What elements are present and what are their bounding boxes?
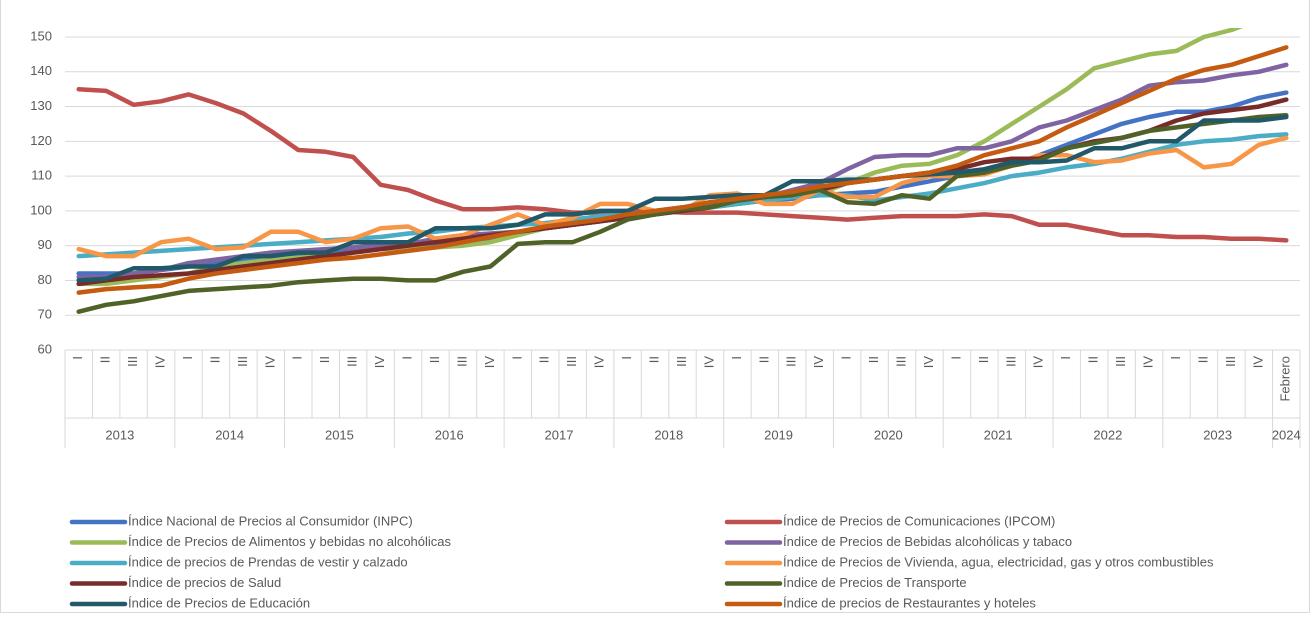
y-tick-label: 70 [38, 307, 52, 322]
legend-label: Índice de Precios de Bebidas alcohólicas… [783, 534, 1072, 549]
x-group-label: 2020 [874, 427, 903, 442]
x-tick-label: II [317, 356, 332, 363]
x-group-label: 2023 [1203, 427, 1232, 442]
x-tick-label: III [564, 356, 579, 367]
legend-label: Índice de precios de Salud [128, 575, 281, 590]
x-tick-label: II [866, 356, 881, 363]
y-tick-label: 90 [38, 237, 52, 252]
x-tick-label: I [619, 356, 634, 360]
x-tick-label: I [729, 356, 744, 360]
x-group-label: 2017 [545, 427, 574, 442]
x-tick-label: II [207, 356, 222, 363]
x-tick-label: III [674, 356, 689, 367]
x-tick-label: II [646, 356, 661, 363]
x-group-label: 2016 [435, 427, 464, 442]
y-tick-label: 110 [31, 168, 52, 183]
x-tick-label: II [537, 356, 552, 363]
x-tick-label: I [290, 356, 305, 360]
x-tick-label: III [125, 356, 140, 367]
legend-label: Índice de precios de Restaurantes y hote… [783, 595, 1036, 610]
x-group-label: 2022 [1093, 427, 1122, 442]
x-tick-label: III [345, 356, 360, 367]
x-tick-label: II [98, 356, 113, 363]
series-line [76, 114, 1289, 283]
x-tick-label: I [948, 356, 963, 360]
x-group-label: 2021 [984, 427, 1013, 442]
x-group-label: 2015 [325, 427, 354, 442]
x-tick-label: II [1086, 356, 1101, 363]
x-group-label: 2018 [654, 427, 683, 442]
x-tick-label: I [180, 356, 195, 360]
x-tick-label: II [756, 356, 771, 363]
x-tick-label: I [70, 356, 85, 360]
x-tick-label: IV [372, 356, 387, 369]
legend-label: Índice de Precios de Vivienda, agua, ele… [783, 554, 1214, 569]
x-tick-label: I [839, 356, 854, 360]
x-tick-label: II [976, 356, 991, 363]
x-axis: I II III IV I II III IV I II III IV I II III IV I II III IV… [64, 349, 1301, 448]
legend-label: Índice de Precios de Alimentos y bebidas… [128, 534, 452, 549]
x-tick-label: IV [1140, 356, 1155, 369]
x-tick-label: I [1058, 356, 1073, 360]
x-tick-label: Febrero [1278, 356, 1293, 402]
legend-label: Índice de Precios de Educación [128, 595, 310, 610]
plot-lines [76, 28, 1289, 314]
x-group-label: 2019 [764, 427, 793, 442]
x-tick-label: I [399, 356, 414, 360]
legend-label: Índice de precios de Prendas de vestir y… [128, 554, 408, 569]
y-tick-label: 120 [30, 133, 52, 148]
x-tick-label: IV [701, 356, 716, 369]
x-tick-label: II [1195, 356, 1210, 363]
y-tick-label: 60 [38, 341, 52, 356]
x-tick-label: III [454, 356, 469, 367]
x-group-label: 2024 [1272, 427, 1301, 442]
x-tick-label: IV [262, 356, 277, 369]
x-tick-label: III [1003, 356, 1018, 367]
x-tick-label: III [235, 356, 250, 367]
x-tick-label: IV [482, 356, 497, 369]
x-group-label: 2014 [215, 427, 244, 442]
x-tick-label: I [1168, 356, 1183, 360]
x-tick-label: IV [592, 356, 607, 369]
x-tick-label: I [509, 356, 524, 360]
x-tick-label: IV [921, 356, 936, 369]
x-tick-label: III [1223, 356, 1238, 367]
x-tick-label: III [893, 356, 908, 367]
x-tick-label: II [427, 356, 442, 363]
y-tick-label: 140 [30, 63, 52, 78]
x-tick-label: III [784, 356, 799, 367]
x-tick-label: IV [152, 356, 167, 369]
x-tick-label: III [1113, 356, 1128, 367]
x-group-label: 2013 [105, 427, 134, 442]
x-tick-label: IV [811, 356, 826, 369]
legend-label: Índice de Precios de Comunicaciones (IPC… [783, 513, 1055, 528]
legend-label: Índice Nacional de Precios al Consumidor… [128, 513, 413, 528]
y-tick-label: 100 [30, 202, 52, 217]
x-tick-label: IV [1250, 356, 1265, 369]
legend: Índice Nacional de Precios al Consumidor… [69, 513, 1214, 610]
series-line [76, 45, 1289, 295]
x-tick-label: IV [1031, 356, 1046, 369]
y-tick-label: 80 [38, 272, 52, 287]
legend-label: Índice de Precios de Transporte [783, 575, 967, 590]
y-tick-label: 130 [30, 98, 52, 113]
y-tick-label: 150 [30, 28, 52, 43]
